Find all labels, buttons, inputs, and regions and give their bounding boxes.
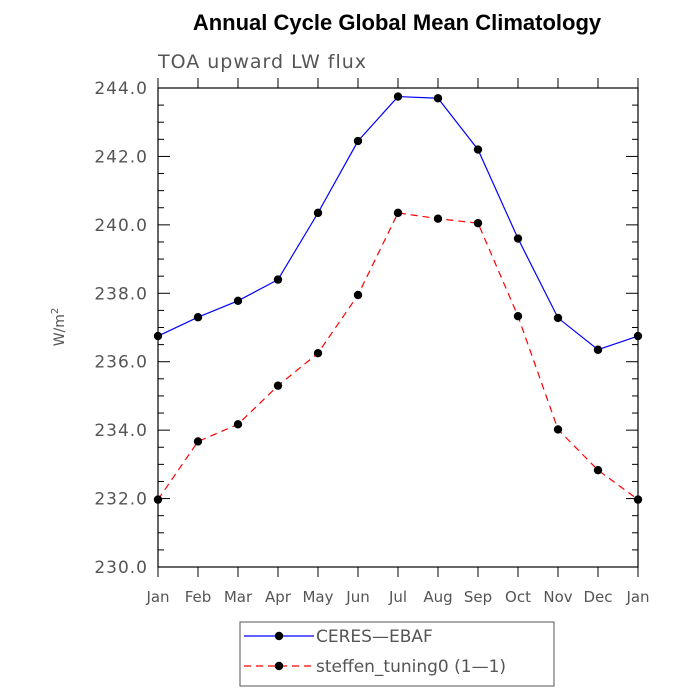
series-1-point [473, 218, 483, 228]
x-tick-label: May [302, 588, 333, 606]
y-tick-label: 242.0 [94, 147, 148, 167]
x-tick-label: Mar [224, 588, 253, 606]
y-tick-label: 232.0 [94, 490, 148, 510]
plot-area [157, 87, 639, 568]
series-1-point [633, 495, 643, 504]
series-0-point [193, 313, 203, 322]
series-1-point [153, 495, 163, 504]
series-line-1 [157, 212, 639, 501]
y-tick-label: 240.0 [94, 216, 148, 236]
x-tick-label: Aug [423, 588, 452, 606]
x-tick-label: Jan [625, 588, 649, 606]
x-tick-label: Feb [185, 588, 212, 606]
series-0-point [353, 136, 363, 146]
x-tick-label: Sep [464, 588, 492, 606]
series-1-point [313, 348, 323, 358]
y-tick-label: 234.0 [94, 421, 148, 441]
y-tick-label: 236.0 [94, 353, 148, 373]
series-1-point [393, 208, 403, 218]
y-axis: 230.0 232.0 234.0 236.0 238.0 240.0 242.0 244.0 [94, 79, 638, 578]
plot-frame [157, 87, 639, 568]
legend: CERES—EBAF steffen_tuning0 (1—1) [239, 621, 555, 687]
legend-marker-steffen-tuning0 [274, 661, 284, 671]
series-0-point [433, 94, 443, 103]
x-tick-label: Jan [145, 588, 169, 606]
series-1-point [513, 312, 523, 321]
series-1-point [593, 465, 603, 475]
series-0-point [633, 331, 643, 341]
series-1-point [273, 381, 283, 390]
legend-marker-ceres-ebaf [274, 631, 284, 641]
series-0-point [233, 296, 243, 306]
series-layer [153, 92, 643, 504]
legend-label-steffen-tuning0: steffen_tuning0 (1—1) [316, 657, 506, 677]
series-0-point [473, 145, 483, 154]
x-tick-label: Jun [345, 588, 369, 606]
series-0-point [593, 345, 603, 354]
series-line-0 [157, 95, 639, 351]
chart-title: Annual Cycle Global Mean Climatology [193, 10, 602, 35]
series-1-point [353, 290, 363, 300]
x-tick-label: Nov [543, 588, 572, 606]
series-1-point [233, 420, 243, 429]
series-0-point [393, 92, 403, 101]
y-axis-label: W/m2 [50, 308, 68, 347]
series-1-point [433, 214, 443, 223]
series-0-point [273, 275, 283, 284]
series-0-point [553, 313, 563, 323]
y-tick-label: 238.0 [94, 284, 148, 304]
y-tick-label: 244.0 [94, 79, 148, 99]
y-tick-label: 230.0 [94, 558, 148, 578]
x-tick-label: Dec [583, 588, 612, 606]
series-0-point [513, 234, 523, 243]
legend-box [239, 621, 555, 687]
series-0-point [153, 331, 163, 341]
series-1-point [553, 425, 563, 434]
legend-label-ceres-ebaf: CERES—EBAF [316, 627, 433, 647]
x-tick-label: Oct [505, 588, 531, 606]
x-axis: Jan Feb Mar Apr May Jun Jul Aug Sep Oct Nov Dec Jan [145, 78, 650, 606]
x-tick-label: Jul [388, 588, 407, 606]
series-1-point [193, 437, 203, 446]
x-tick-label: Apr [265, 588, 292, 606]
chart-subtitle: TOA upward LW flux [157, 51, 367, 73]
series-0-point [313, 208, 323, 218]
